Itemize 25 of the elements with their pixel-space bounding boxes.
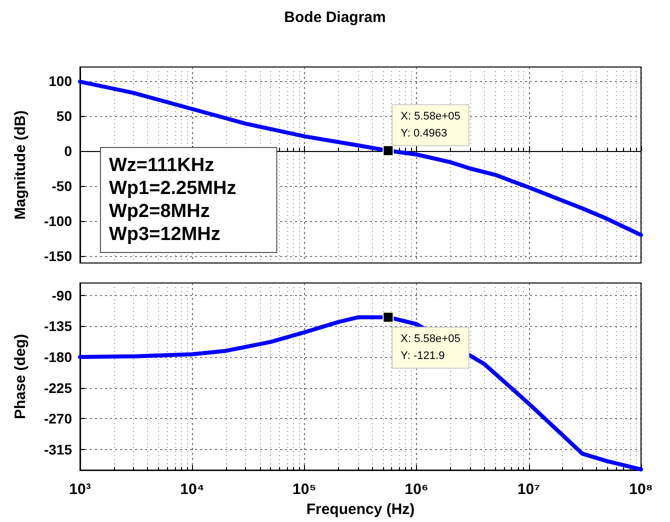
y-tick-label: -225 [44,380,72,396]
x-tick-label: 10⁵ [292,481,316,498]
y-tick-label: -150 [44,248,72,264]
y-tick-label: -50 [52,178,72,194]
x-tick-label: 10⁴ [180,481,204,498]
y-tick-label: 100 [48,73,72,89]
annotation: Wz=111KHz Wp1=2.25MHz Wp2=8MHz Wp3=12MHz [109,155,236,245]
y-tick-label: -315 [44,442,72,458]
x-tick-label: 10⁶ [404,481,428,498]
y-tick-label: 0 [64,143,72,159]
y-tick-label: -180 [44,349,72,366]
annotation: X: 5.58e+05 Y: 0.4963 [400,110,460,140]
y-axis-title: Magnitude (dB) [12,110,29,220]
y-tick-label: -90 [52,287,72,304]
x-tick-label: 10⁸ [629,481,653,498]
x-tick-label: 10³ [69,481,91,498]
x-tick-label: 10⁷ [517,481,540,498]
y-axis-title: Phase (deg) [12,334,29,420]
y-tick-label: -100 [44,213,72,229]
x-axis-title: Frequency (Hz) [306,501,415,518]
y-tick-label: 50 [56,108,72,124]
y-tick-label: -270 [44,410,72,427]
chart-title: Bode Diagram [284,9,386,26]
y-tick-label: -135 [44,318,72,334]
annotation: X: 5.58e+05 Y: -121.9 [400,333,460,362]
